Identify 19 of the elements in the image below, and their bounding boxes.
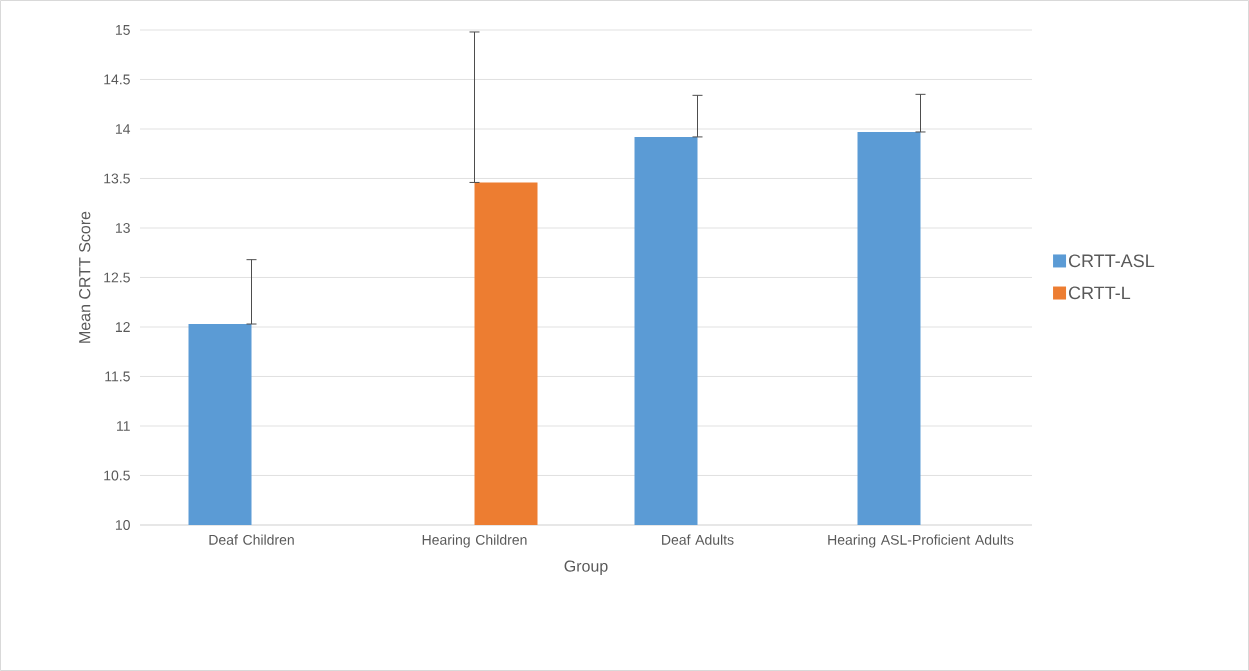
y-tick-label: 12.5 bbox=[104, 272, 130, 283]
x-tick-label: Deaf Adults bbox=[662, 534, 734, 545]
y-tick-label: 15 bbox=[115, 25, 130, 35]
x-axis-title: Group bbox=[564, 560, 608, 575]
y-tick-label: 14 bbox=[115, 124, 131, 134]
x-tick-label: Deaf Children bbox=[209, 534, 294, 545]
x-tick-label: Hearing Children bbox=[422, 534, 527, 548]
y-tick-label: 14.5 bbox=[104, 74, 130, 85]
y-tick-label: 13.5 bbox=[104, 173, 130, 184]
y-tick-label: 10 bbox=[115, 520, 130, 530]
y-tick-label: 11.5 bbox=[105, 371, 130, 382]
y-axis-title: Mean CRTT Score bbox=[79, 211, 91, 343]
legend-label: CRTT-L bbox=[1068, 286, 1131, 300]
y-tick-label: 11 bbox=[117, 421, 130, 431]
x-tick-label: Hearing ASL-Proficient Adults bbox=[828, 534, 1014, 548]
y-tick-label: 10.5 bbox=[104, 470, 130, 481]
y-tick-label: 12 bbox=[115, 322, 130, 332]
y-tick-label: 13 bbox=[115, 223, 130, 233]
legend-label: CRTT-ASL bbox=[1068, 254, 1155, 268]
